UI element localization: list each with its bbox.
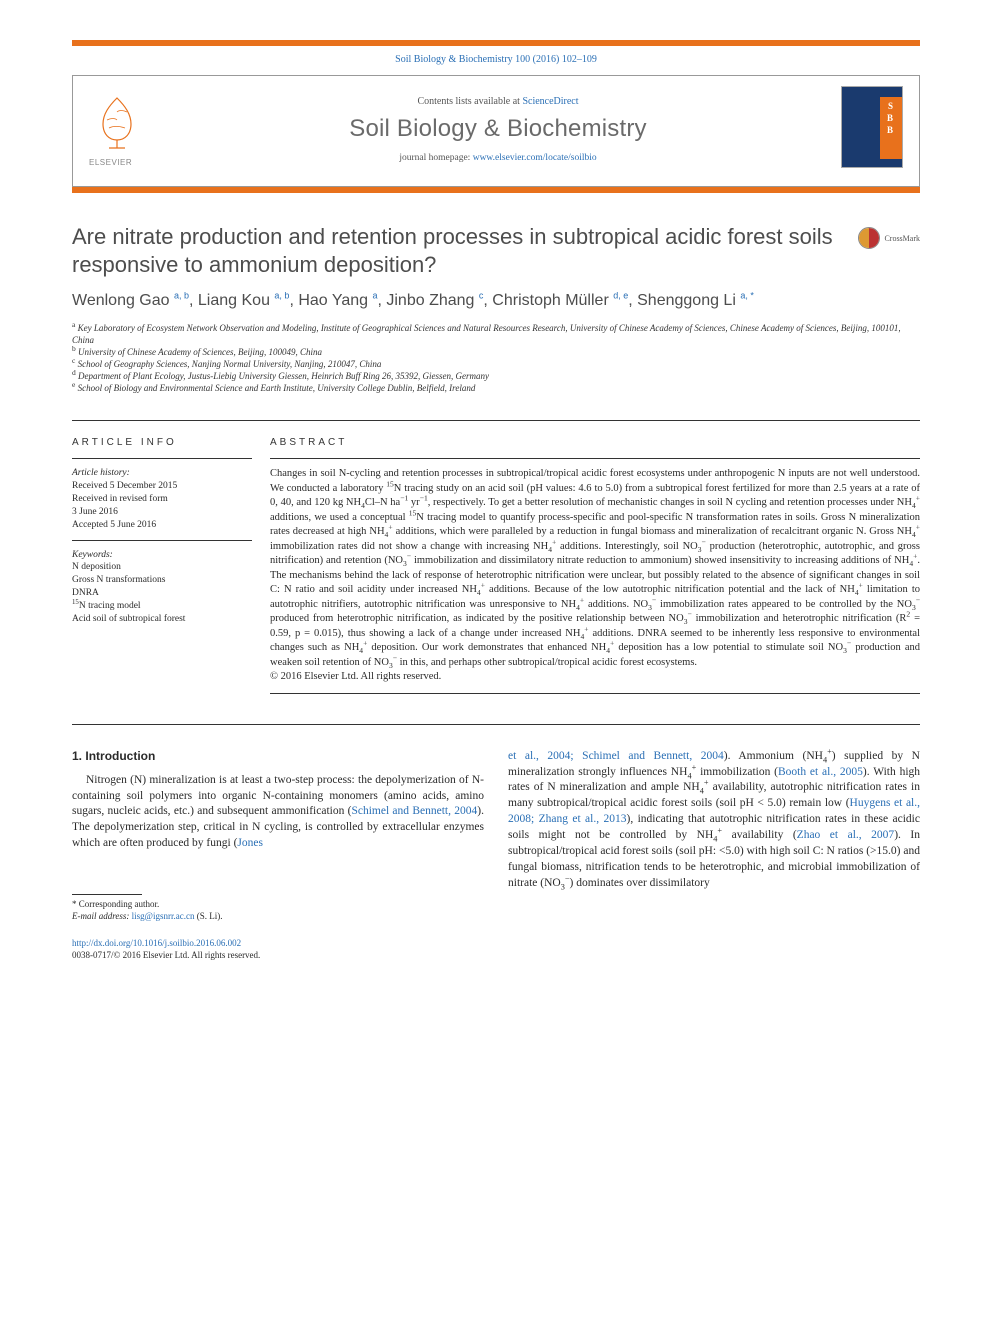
journal-cover-thumbnail: SBB xyxy=(841,86,903,168)
affiliation-line: b University of Chinese Academy of Scien… xyxy=(72,346,920,358)
contents-prefix: Contents lists available at xyxy=(417,96,522,107)
article-info-heading: ARTICLE INFO xyxy=(72,437,252,448)
corr-author-label: * Corresponding author. xyxy=(72,899,484,911)
affiliation-line: a Key Laboratory of Ecosystem Network Ob… xyxy=(72,322,920,346)
corr-email-link[interactable]: lisg@igsnrr.ac.cn xyxy=(132,911,195,921)
publisher-logo-label: ELSEVIER xyxy=(89,158,169,167)
affiliation-line: e School of Biology and Environmental Sc… xyxy=(72,382,920,394)
crossmark-icon xyxy=(858,227,880,249)
body-columns: 1. Introduction Nitrogen (N) mineralizat… xyxy=(72,749,920,923)
author-list: Wenlong Gao a, b, Liang Kou a, b, Hao Ya… xyxy=(72,290,920,312)
mid-accent-bar xyxy=(72,187,920,193)
keyword-line: Acid soil of subtropical forest xyxy=(72,613,252,626)
abstract-heading: ABSTRACT xyxy=(270,437,920,448)
affiliation-line: c School of Geography Sciences, Nanjing … xyxy=(72,358,920,370)
crossmark-badge[interactable]: CrossMark xyxy=(858,227,920,249)
article-title: Are nitrate production and retention pro… xyxy=(72,223,850,278)
issn-copyright: 0038-0717/© 2016 Elsevier Ltd. All right… xyxy=(72,950,260,960)
history-line: Received in revised form xyxy=(72,493,252,506)
keyword-line: 15N tracing model xyxy=(72,600,252,613)
email-suffix: (S. Li). xyxy=(197,911,223,921)
contents-line: Contents lists available at ScienceDirec… xyxy=(169,96,827,107)
section-number: 1. xyxy=(72,749,82,763)
section-heading: 1. Introduction xyxy=(72,749,484,763)
citation-line: Soil Biology & Biochemistry 100 (2016) 1… xyxy=(72,54,920,65)
section-title: Introduction xyxy=(85,749,155,763)
elsevier-tree-icon xyxy=(89,92,145,154)
homepage-prefix: journal homepage: xyxy=(399,153,472,163)
keyword-line: Gross N transformations xyxy=(72,574,252,587)
keyword-line: N deposition xyxy=(72,561,252,574)
abstract-text: Changes in soil N-cycling and retention … xyxy=(270,467,920,670)
body-paragraph-1: Nitrogen (N) mineralization is at least … xyxy=(72,773,484,852)
doi-link[interactable]: http://dx.doi.org/10.1016/j.soilbio.2016… xyxy=(72,938,241,948)
history-label: Article history: xyxy=(72,467,252,480)
affiliations: a Key Laboratory of Ecosystem Network Ob… xyxy=(72,322,920,395)
abstract-copyright: © 2016 Elsevier Ltd. All rights reserved… xyxy=(270,670,920,684)
corresponding-author-footnote: * Corresponding author. E-mail address: … xyxy=(72,899,484,922)
keywords-block: Keywords: N depositionGross N transforma… xyxy=(72,549,252,626)
footnote-rule xyxy=(72,894,142,895)
article-history: Article history: Received 5 December 201… xyxy=(72,467,252,531)
doi-block: http://dx.doi.org/10.1016/j.soilbio.2016… xyxy=(72,938,920,961)
body-paragraph-2: et al., 2004; Schimel and Bennett, 2004)… xyxy=(508,749,920,892)
affiliation-line: d Department of Plant Ecology, Justus-Li… xyxy=(72,370,920,382)
keyword-line: DNRA xyxy=(72,587,252,600)
homepage-url[interactable]: www.elsevier.com/locate/soilbio xyxy=(473,153,597,163)
publisher-logo: ELSEVIER xyxy=(89,92,169,167)
journal-name: Soil Biology & Biochemistry xyxy=(169,115,827,143)
journal-header: ELSEVIER Contents lists available at Sci… xyxy=(72,75,920,187)
history-line: Received 5 December 2015 xyxy=(72,480,252,493)
top-accent-bar xyxy=(72,40,920,46)
history-line: 3 June 2016 xyxy=(72,506,252,519)
homepage-line: journal homepage: www.elsevier.com/locat… xyxy=(169,153,827,163)
crossmark-label: CrossMark xyxy=(884,234,920,243)
email-label: E-mail address: xyxy=(72,911,129,921)
keywords-label: Keywords: xyxy=(72,549,252,562)
sciencedirect-link[interactable]: ScienceDirect xyxy=(522,96,578,107)
history-line: Accepted 5 June 2016 xyxy=(72,519,252,532)
